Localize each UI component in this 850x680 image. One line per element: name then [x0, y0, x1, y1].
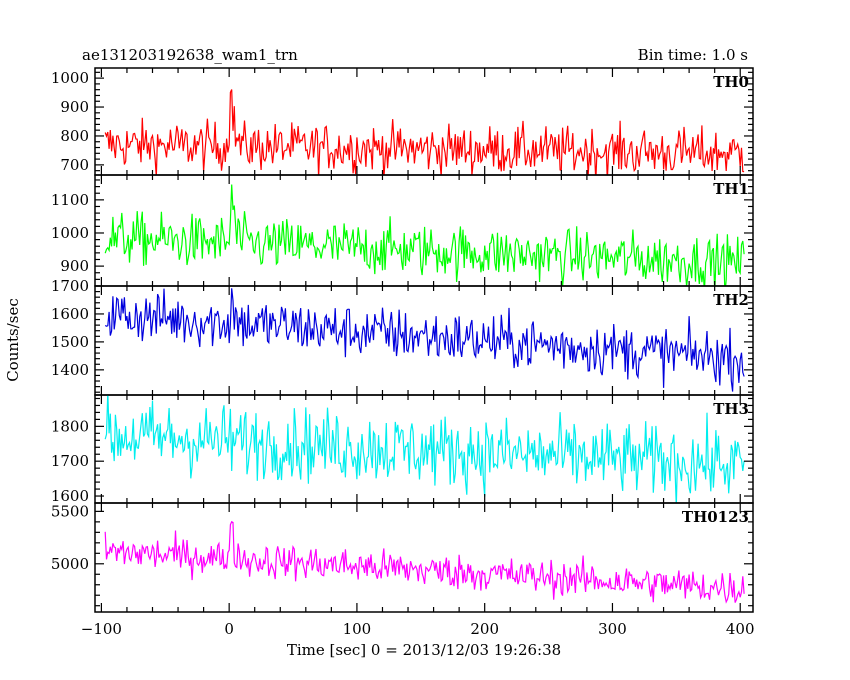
panel-label: TH0: [713, 73, 749, 91]
x-axis-label: Time [sec] 0 = 2013/12/03 19:26:38: [287, 641, 561, 659]
y-tick-label: 800: [60, 127, 89, 145]
y-tick-label: 700: [60, 156, 89, 174]
y-tick-label: 1400: [51, 361, 89, 379]
series-line-th1: [104, 184, 745, 286]
panel-frame: [94, 394, 754, 504]
series-line-th2: [104, 288, 745, 392]
y-tick-label: 900: [60, 98, 89, 116]
x-tick-label: 400: [726, 620, 755, 638]
y-tick-label: 1600: [51, 487, 89, 505]
y-tick-label: 1000: [51, 69, 89, 87]
panel-th1: 900 1000 1100 TH1: [51, 174, 754, 287]
panel-label: TH3: [713, 400, 749, 418]
y-tick-label: 1000: [51, 224, 89, 242]
chart-title: ae131203192638_wam1_trn: [82, 46, 298, 64]
series-line-th3: [104, 395, 745, 503]
y-axis-label: Counts/sec: [4, 298, 22, 382]
panel-frame: [94, 502, 754, 613]
bin-time-label: Bin time: 1.0 s: [638, 46, 748, 64]
y-tick-label: 1100: [51, 191, 89, 209]
panel-label: TH1: [713, 180, 749, 198]
panel-label: TH0123: [682, 508, 749, 526]
y-tick-label: 5000: [51, 555, 89, 573]
panel-label: TH2: [713, 291, 749, 309]
series-line-th0: [104, 89, 745, 175]
y-tick-label: 1600: [51, 305, 89, 323]
y-tick-label: 1700: [51, 452, 89, 470]
panel-th3: 1600 1700 1800 TH3: [51, 394, 754, 505]
panel-frame: [94, 285, 754, 396]
x-tick-label: 300: [598, 620, 627, 638]
y-tick-label: 5500: [51, 502, 89, 520]
series-line-th0123: [104, 520, 745, 604]
x-tick-label: 200: [470, 620, 499, 638]
y-tick-label: 1500: [51, 333, 89, 351]
x-tick-label: 0: [224, 620, 234, 638]
y-tick-label: 1700: [51, 277, 89, 295]
panel-th0: 700 800 900 1000 TH0: [51, 67, 754, 176]
y-tick-label: 900: [60, 257, 89, 275]
panel-th0123: 5000 5500 TH0123: [51, 502, 754, 613]
x-tick-label: −100: [81, 620, 122, 638]
panel-th2: 1400 1500 1600 1700 TH2: [51, 277, 754, 396]
x-tick-label: 100: [343, 620, 372, 638]
y-tick-label: 1800: [51, 417, 89, 435]
